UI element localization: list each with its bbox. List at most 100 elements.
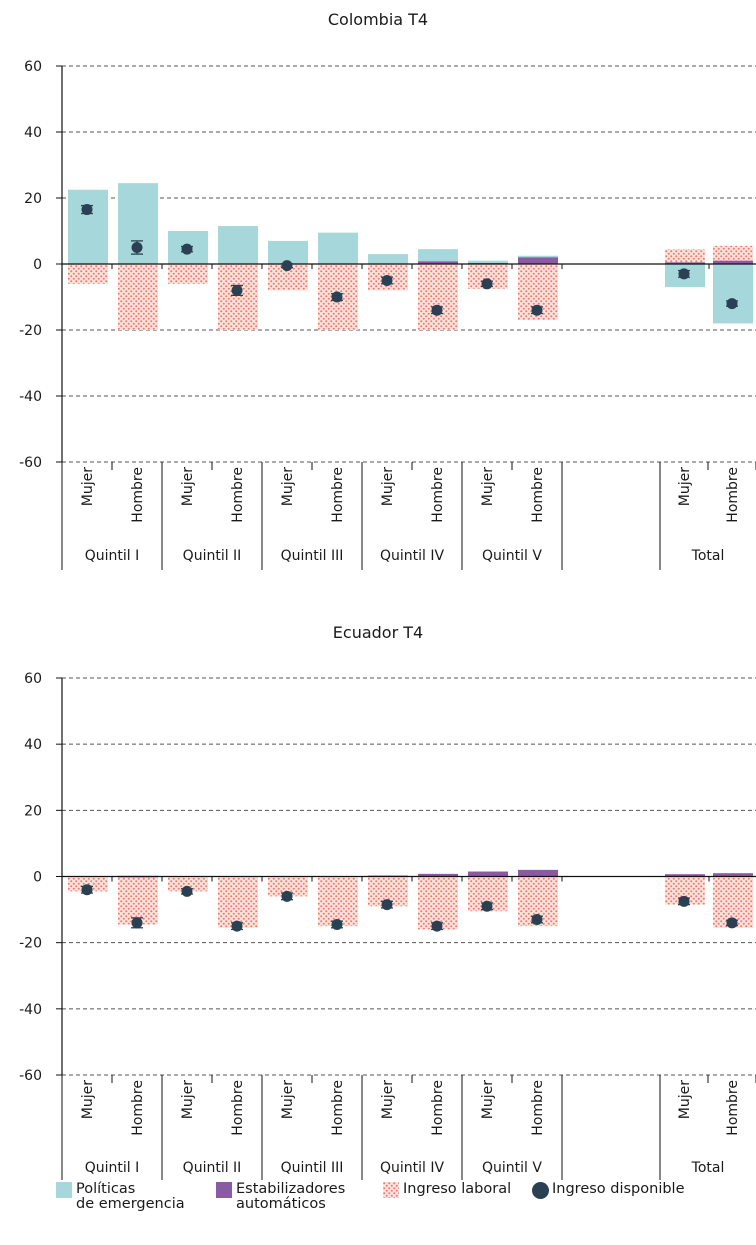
category-label: Hombre [230, 467, 246, 523]
bar-stabilizers [713, 260, 753, 264]
y-tick-label: 20 [24, 191, 42, 207]
point-disposable [726, 917, 738, 929]
point-disposable [81, 884, 93, 896]
category-label: Mujer [280, 467, 296, 506]
bar-labor [168, 876, 208, 892]
legend-swatch-stabilizers [216, 1182, 232, 1198]
legend-label-stabilizers: Estabilizadores automáticos [236, 1181, 346, 1212]
category-label: Mujer [280, 1080, 296, 1119]
bar-emergency [418, 249, 458, 264]
point-disposable [131, 917, 143, 929]
category-label: Hombre [430, 1080, 446, 1136]
bar-stabilizers [713, 873, 753, 877]
category-label: Hombre [430, 467, 446, 523]
legend-label-labor: Ingreso laboral [403, 1181, 512, 1197]
bar-labor [713, 245, 753, 264]
group-label: Quintil I [85, 1160, 140, 1176]
bar-labor [665, 249, 705, 264]
y-tick-label: -20 [19, 936, 42, 952]
y-tick-label: 40 [24, 737, 42, 753]
y-tick-label: -40 [19, 1002, 42, 1018]
category-label: Mujer [180, 1080, 196, 1119]
category-label: Hombre [130, 467, 146, 523]
bar-labor [68, 876, 108, 892]
point-disposable [431, 304, 443, 316]
chart-title: Colombia T4 [328, 10, 428, 29]
point-disposable [431, 920, 443, 932]
group-label: Quintil II [183, 548, 242, 564]
point-disposable [231, 920, 243, 932]
bar-labor [118, 876, 158, 925]
category-label: Mujer [80, 467, 96, 506]
category-label: Hombre [725, 467, 741, 523]
bar-labor [168, 264, 208, 284]
bar-labor [418, 876, 458, 930]
y-tick-label: 0 [33, 257, 42, 273]
category-label: Hombre [330, 1080, 346, 1136]
bar-labor [68, 264, 108, 284]
legend-marker-disposable [532, 1182, 549, 1199]
point-disposable [531, 914, 543, 926]
point-disposable [678, 268, 690, 280]
category-label: Hombre [330, 467, 346, 523]
colombia-panel: Colombia T4 60 40 20 0 -20 -40 -60 Mujer Hombre Mu… [19, 10, 756, 570]
bar-emergency [368, 254, 408, 264]
point-disposable [381, 275, 393, 286]
point-disposable [331, 918, 343, 930]
y-tick-label: 0 [33, 870, 42, 886]
y-tick-label: -40 [19, 389, 42, 405]
bar-stabilizers [468, 871, 508, 877]
bar-stabilizers [665, 874, 705, 877]
bar-emergency [218, 226, 258, 264]
bar-stabilizers [418, 873, 458, 877]
bar-labor [418, 264, 458, 330]
point-disposable [331, 291, 343, 303]
bar-labor [318, 876, 358, 927]
y-tick-label: 40 [24, 125, 42, 141]
category-label: Hombre [725, 1080, 741, 1136]
bar-stabilizers [665, 262, 705, 264]
point-disposable [281, 890, 293, 902]
category-label: Mujer [480, 1080, 496, 1119]
legend-item-stabilizers: Estabilizadores automáticos [216, 1182, 345, 1212]
y-tick-label: 20 [24, 803, 42, 819]
bar-labor [218, 264, 258, 330]
y-tick-label: -60 [19, 1068, 42, 1084]
chart-title: Ecuador T4 [333, 623, 423, 642]
bar-emergency [468, 260, 508, 264]
point-disposable [481, 900, 493, 912]
group-label: Quintil IV [380, 548, 445, 564]
bar-emergency [68, 189, 108, 264]
legend-swatch-labor [383, 1182, 399, 1198]
group-label: Quintil V [482, 548, 542, 564]
bar-stabilizers [518, 869, 558, 877]
point-disposable [678, 895, 690, 907]
bar-labor [268, 876, 308, 897]
point-disposable [131, 242, 143, 253]
y-tick-label: -20 [19, 323, 42, 339]
category-label: Mujer [677, 467, 693, 506]
category-label: Mujer [380, 467, 396, 506]
category-label: Hombre [130, 1080, 146, 1136]
legend-label-disposable: Ingreso disponible [552, 1181, 685, 1197]
point-disposable [231, 284, 243, 296]
group-label: Quintil I [85, 548, 140, 564]
category-label: Mujer [380, 1080, 396, 1119]
y-tick-label: -60 [19, 455, 42, 471]
category-label: Hombre [230, 1080, 246, 1136]
point-disposable [181, 885, 193, 897]
charts-svg: Colombia T4 60 40 20 0 -20 -40 -60 Mujer Hombre Mu… [19, 10, 756, 1180]
group-label: Quintil V [482, 1160, 542, 1176]
legend-item-labor: Ingreso laboral [383, 1182, 511, 1198]
bar-emergency [713, 264, 753, 324]
group-label: Quintil III [281, 1160, 344, 1176]
bar-labor [218, 876, 258, 928]
group-label: Quintil II [183, 1160, 242, 1176]
category-label: Mujer [480, 467, 496, 506]
group-label: Quintil IV [380, 1160, 445, 1176]
point-disposable [281, 260, 293, 272]
category-label: Mujer [677, 1080, 693, 1119]
legend-item-disposable: Ingreso disponible [532, 1182, 685, 1199]
category-label: Hombre [530, 467, 546, 523]
group-label: Quintil III [281, 548, 344, 564]
